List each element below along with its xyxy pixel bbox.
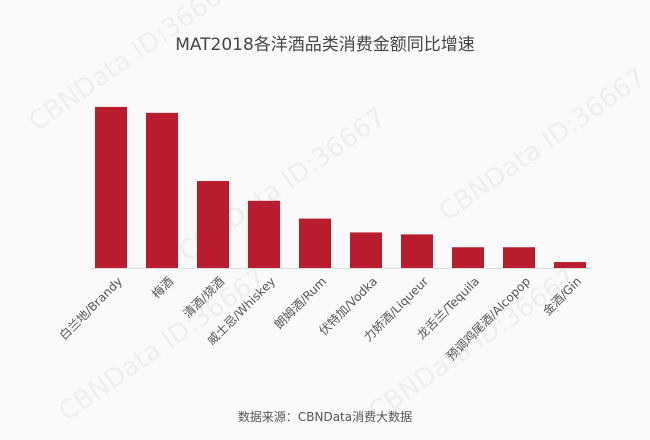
bar — [95, 106, 127, 268]
x-tick-label: 金酒/Gin — [539, 274, 584, 319]
bar — [146, 112, 178, 268]
bar — [299, 218, 331, 268]
bar — [452, 247, 484, 268]
bar — [503, 247, 535, 268]
x-tick-label: 清酒/烧酒 — [180, 274, 227, 321]
x-tick-label: 白兰地/Brandy — [56, 274, 125, 343]
source-note: 数据来源：CBNData消费大数据 — [237, 410, 413, 424]
bar — [248, 200, 280, 268]
bar — [197, 181, 229, 268]
x-tick-label: 梅酒 — [149, 274, 177, 302]
bar — [401, 234, 433, 268]
chart-title: MAT2018各洋酒品类消费金额同比增速 — [175, 35, 475, 55]
bar — [350, 232, 382, 268]
x-tick-label: 预调鸡尾酒/Alcopop — [443, 274, 533, 364]
bar — [554, 262, 586, 268]
